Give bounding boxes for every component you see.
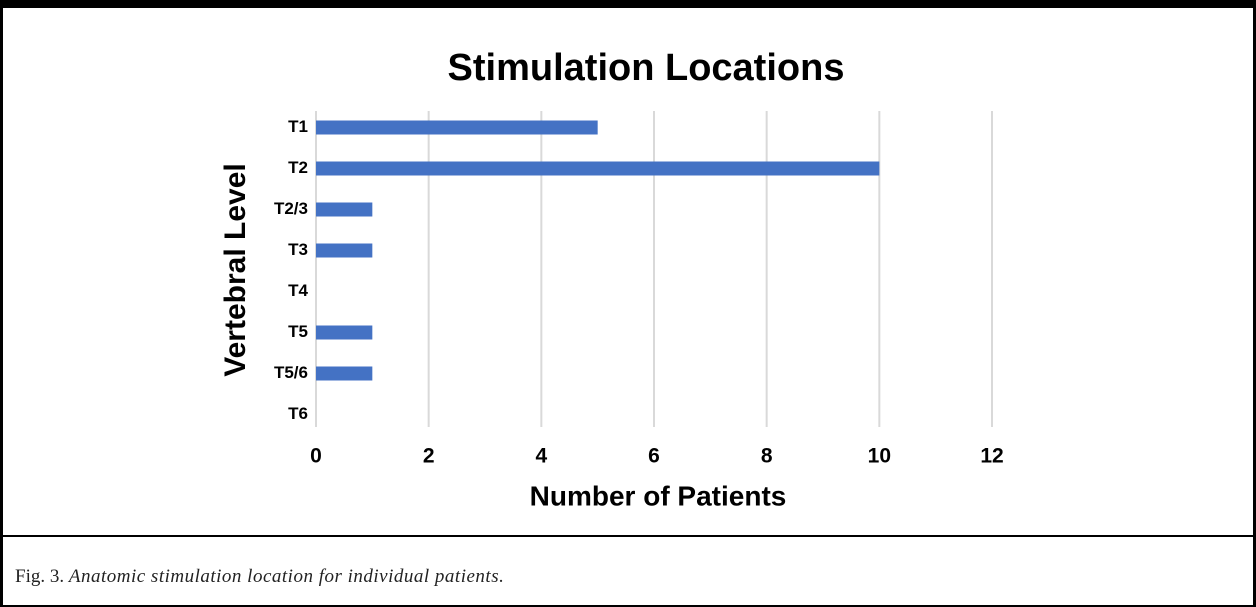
x-tick-label: 6 [648, 445, 660, 468]
y-tick-label: T1 [288, 117, 308, 136]
bar [316, 325, 373, 340]
bar [316, 161, 880, 176]
y-tick-label: T4 [288, 281, 308, 300]
chart: Stimulation Locations Number of Patients… [219, 47, 1004, 511]
bar [316, 366, 373, 381]
y-tick-label: T2/3 [274, 199, 308, 218]
y-tick-label: T5 [288, 322, 308, 341]
bar [316, 243, 373, 258]
x-axis-label: Number of Patients [530, 480, 787, 511]
caption: Fig. 3. Anatomic stimulation location fo… [15, 566, 504, 588]
x-tick-label: 8 [761, 445, 773, 468]
y-tick-label: T5/6 [274, 363, 308, 382]
x-tick-label: 0 [310, 445, 322, 468]
caption-text: Anatomic stimulation location for indivi… [68, 566, 505, 587]
x-tick-label: 4 [535, 445, 547, 468]
separator [3, 535, 1253, 537]
chart-title: Stimulation Locations [448, 47, 845, 89]
bar [316, 202, 373, 217]
y-tick-label: T6 [288, 404, 308, 423]
x-tick-label: 12 [980, 445, 1003, 468]
y-axis-label: Vertebral Level [219, 163, 252, 376]
x-tick-label: 2 [423, 445, 435, 468]
y-tick-label: T3 [288, 240, 308, 259]
y-tick-label: T2 [288, 158, 308, 177]
bar [316, 120, 598, 135]
caption-label: Fig. 3. [15, 566, 65, 587]
x-tick-label: 10 [868, 445, 891, 468]
